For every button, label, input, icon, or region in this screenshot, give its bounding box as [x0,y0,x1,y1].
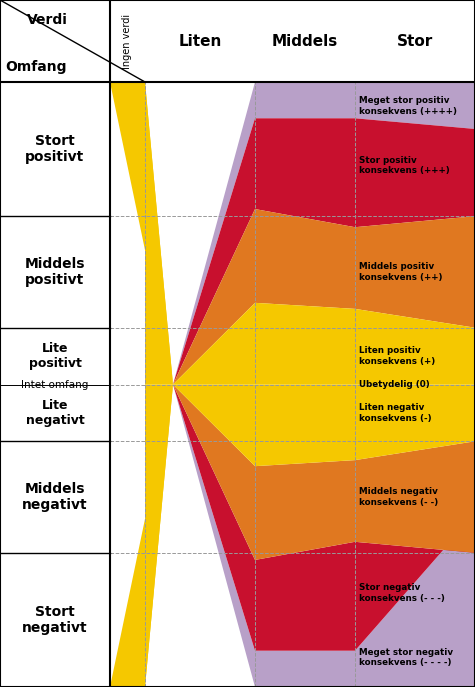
Polygon shape [0,82,475,687]
Text: Liten negativ
konsekvens (-): Liten negativ konsekvens (-) [359,403,432,423]
Polygon shape [145,385,475,687]
Text: Middels: Middels [272,34,338,49]
Text: Lite
negativt: Lite negativt [26,399,85,427]
Text: Ubetydelig (0): Ubetydelig (0) [359,380,430,389]
Polygon shape [110,385,173,687]
Text: Meget stor positiv
konsekvens (++++): Meget stor positiv konsekvens (++++) [359,96,457,116]
Polygon shape [145,82,475,385]
Text: Ingen verdi: Ingen verdi [123,14,133,69]
Text: Stor: Stor [397,34,433,49]
Text: Stor negativ
konsekvens (- - -): Stor negativ konsekvens (- - -) [359,583,445,602]
Polygon shape [145,82,475,385]
Polygon shape [110,82,173,385]
Text: Intet omfang: Intet omfang [21,379,89,390]
Polygon shape [145,82,475,385]
Text: Verdi: Verdi [28,13,68,27]
Text: Stort
positivt: Stort positivt [25,134,85,164]
Text: Meget stor negativ
konsekvens (- - - -): Meget stor negativ konsekvens (- - - -) [359,648,453,667]
Text: Middels negativ
konsekvens (- -): Middels negativ konsekvens (- -) [359,487,438,507]
Polygon shape [145,385,475,687]
Text: Middels
positivt: Middels positivt [25,257,85,287]
Text: Middels positiv
konsekvens (++): Middels positiv konsekvens (++) [359,262,443,282]
Polygon shape [145,385,475,687]
Text: Omfang: Omfang [5,60,66,74]
Text: Middels
negativt: Middels negativt [22,482,88,512]
Text: Stor positiv
konsekvens (+++): Stor positiv konsekvens (+++) [359,155,450,175]
Text: Lite
positivt: Lite positivt [28,342,81,370]
Polygon shape [145,385,475,687]
Text: Liten: Liten [178,34,222,49]
Polygon shape [145,82,475,385]
Text: Stort
negativt: Stort negativt [22,605,88,635]
Text: Liten positiv
konsekvens (+): Liten positiv konsekvens (+) [359,346,435,365]
